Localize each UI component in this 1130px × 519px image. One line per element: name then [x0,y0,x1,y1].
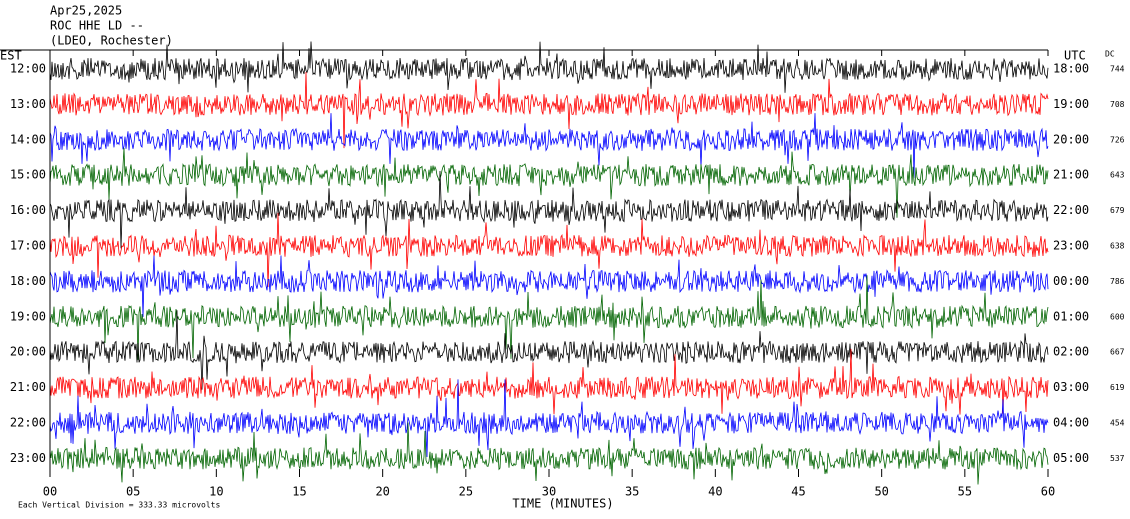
est-label: 13:00 [10,97,46,111]
trace [49,170,1049,249]
traces [49,41,1049,485]
utc-label: 22:00 [1053,203,1089,217]
x-tick-label: 40 [708,485,722,499]
x-tick-label: 00 [43,485,57,499]
trace [49,113,1049,179]
trace [49,41,1049,93]
est-label: 22:00 [10,416,46,430]
x-tick-label: 45 [791,485,805,499]
dc-value: 726 [1110,135,1125,144]
dc-value: 638 [1110,242,1125,251]
trace [49,212,1049,288]
utc-label: 05:00 [1053,451,1089,465]
dc-value: 786 [1110,277,1125,286]
dc-label: DC [1105,50,1115,59]
x-tick-label: 50 [874,485,888,499]
trace [49,379,1049,458]
trace [49,310,1049,390]
x-tick-label: 05 [126,485,140,499]
trace [49,71,1049,149]
est-label: 21:00 [10,380,46,394]
footer: Each Vertical Division = 333.33 microvol… [18,501,220,510]
station: ROC HHE LD -- [50,19,144,33]
x-tick-label: 60 [1041,485,1055,499]
utc-label: 02:00 [1053,345,1089,359]
x-tick-label: 35 [625,485,639,499]
utc-label: 00:00 [1053,274,1089,288]
dc-value: 744 [1110,65,1125,74]
dc-value: 619 [1110,383,1125,392]
est-label: 20:00 [10,345,46,359]
trace [49,255,1049,318]
est-label: 14:00 [10,132,46,146]
right-label: UTC [1064,49,1086,63]
utc-label: 23:00 [1053,239,1089,253]
est-label: 12:00 [10,62,46,76]
est-label: 19:00 [10,309,46,323]
est-label: 18:00 [10,274,46,288]
x-tick-label: 15 [292,485,306,499]
dc-value: 600 [1110,312,1125,321]
est-label: 17:00 [10,239,46,253]
dc-value: 537 [1110,454,1125,463]
est-label: 23:00 [10,451,46,465]
utc-label: 04:00 [1053,416,1089,430]
x-tick-label: 55 [958,485,972,499]
dc-value: 679 [1110,206,1125,215]
x-axis-label: TIME (MINUTES) [512,497,613,511]
utc-label: 21:00 [1053,168,1089,182]
trace [49,275,1049,360]
x-tick-label: 30 [542,485,556,499]
dc-value: 708 [1110,100,1125,109]
dc-value: 643 [1110,171,1125,180]
trace [49,422,1049,485]
x-tick-label: 10 [209,485,223,499]
utc-label: 01:00 [1053,309,1089,323]
x-tick-label: 25 [459,485,473,499]
utc-label: 20:00 [1053,132,1089,146]
est-label: 16:00 [10,203,46,217]
left-label: EST [0,49,22,63]
x-tick-label: 20 [375,485,389,499]
est-label: 15:00 [10,168,46,182]
dc-value: 667 [1110,348,1125,357]
utc-label: 03:00 [1053,380,1089,394]
trace [49,348,1049,415]
location: (LDEO, Rochester) [50,34,173,48]
date: Apr25,2025 [50,4,122,18]
dc-value: 454 [1110,419,1125,428]
utc-label: 18:00 [1053,62,1089,76]
utc-label: 19:00 [1053,97,1089,111]
trace [49,147,1049,218]
